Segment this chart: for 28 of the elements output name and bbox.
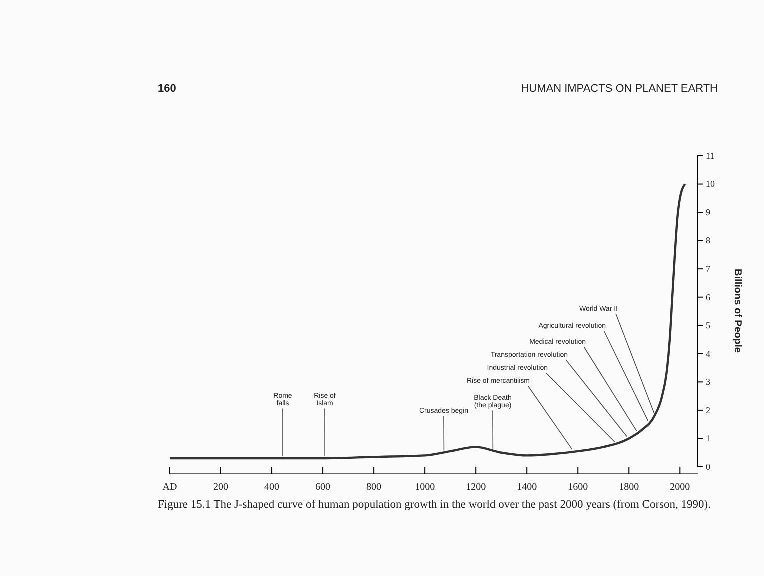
y-tick-label: 1 (706, 434, 710, 444)
y-tick-label: 0 (706, 462, 711, 472)
x-tick-label: 1400 (517, 482, 538, 493)
x-tick-label: 200 (214, 482, 229, 493)
line-series (168, 183, 686, 460)
y-tick-label: 8 (706, 236, 711, 246)
x-tick-label: AD (162, 482, 178, 493)
y-tick-label: 4 (706, 348, 711, 359)
y-tick-label: 10 (706, 179, 716, 190)
caption: Figure 15.1 The J-shaped curve of human population growth in the world over the past 2000 years (from Corson, 1990). (158, 499, 712, 511)
y-tick-label: 9 (706, 207, 711, 218)
x-tick-label: 1600 (568, 482, 588, 493)
y-tick-label: 11 (706, 150, 715, 161)
chart-title: HUMAN IMPACTS ON PLANET EARTH (521, 83, 718, 95)
y-tick-label: 2 (706, 405, 710, 416)
x-tick-label: 600 (316, 482, 331, 493)
x-tick-label: 1800 (619, 482, 640, 493)
chart-subtitle: 160 (158, 83, 176, 95)
y-tick-label: 5 (706, 320, 711, 331)
y-tick-label: 3 (706, 377, 711, 388)
y-tick-label: 6 (706, 292, 711, 302)
y-tick-label: 7 (706, 264, 711, 274)
x-tick-label: 400 (264, 482, 280, 493)
x-tick-label: 1200 (466, 482, 486, 493)
x-tick-label: 2000 (670, 482, 690, 493)
y-axis-title: Billions of People (732, 269, 743, 354)
x-tick-label: 800 (366, 482, 382, 493)
x-tick-label: 1000 (415, 482, 436, 493)
